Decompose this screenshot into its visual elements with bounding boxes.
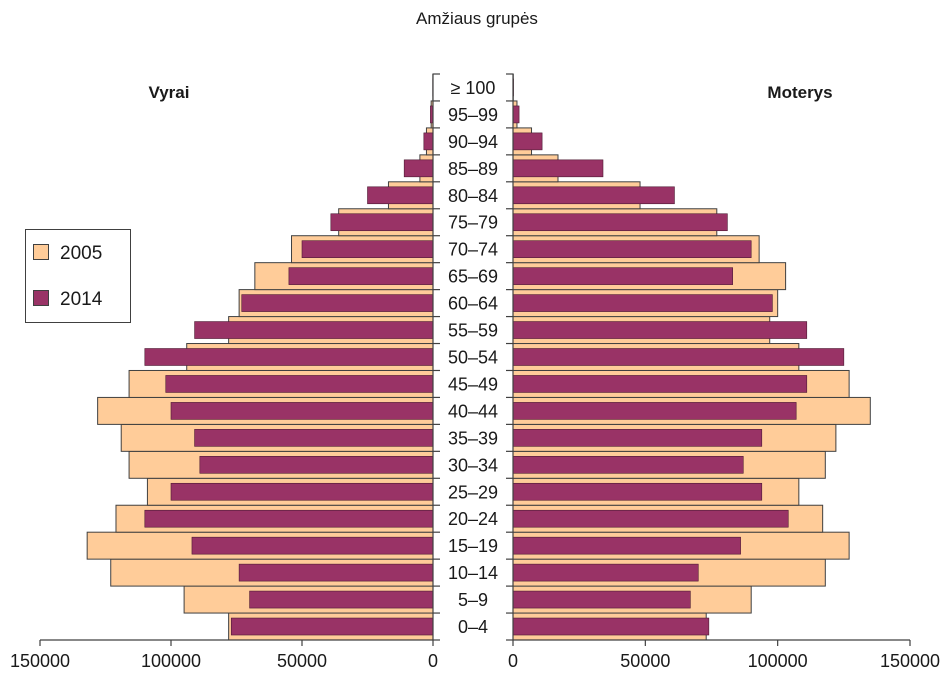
bar-vyrai-2014-15-19 <box>191 536 434 555</box>
age-label-55-59: 55–59 <box>448 321 498 341</box>
bar-moterys-2014-15-19 <box>512 536 741 555</box>
right-x-tick-label: 0 <box>508 651 518 671</box>
legend-swatch-2014 <box>33 290 49 306</box>
bar-vyrai-2014-70-74 <box>301 240 434 258</box>
right-bars <box>512 73 871 641</box>
age-label-5-9: 5–9 <box>458 590 488 610</box>
age-group-labels: 0–4 5–9 10–14 15–19 20–24 25–29 30–34 35–39 40–4… <box>448 78 498 637</box>
age-label-50-54: 50–54 <box>448 348 498 368</box>
bar-moterys-2014-35-39 <box>512 429 763 447</box>
bar-vyrai-2014-90-94 <box>423 132 434 151</box>
age-label-70-74: 70–74 <box>448 240 498 260</box>
age-label-0-4: 0–4 <box>458 617 488 637</box>
bar-vyrai-2014-35-39 <box>194 429 434 447</box>
legend: 2005 2014 <box>25 229 131 323</box>
bar-vyrai-2014-25-29 <box>170 482 434 501</box>
age-label-15-19: 15–19 <box>448 536 498 556</box>
right-x-tick-label: 150000 <box>880 651 940 671</box>
bar-moterys-2014-55-59 <box>512 321 808 339</box>
left-x-tick-label: 150000 <box>10 651 70 671</box>
right-panel-label: Moterys <box>767 83 832 102</box>
bar-vyrai-2014-40-44 <box>170 402 434 420</box>
x-tick-labels: 0 0 50000 50000 100000 100000 150000 150000 <box>10 651 940 671</box>
bar-moterys-2014-50-54 <box>512 348 845 366</box>
right-x-tick-label: 100000 <box>748 651 808 671</box>
bar-vyrai-2014-65-69 <box>288 267 434 285</box>
age-label-20-24: 20–24 <box>448 509 498 529</box>
bar-moterys-2014-25-29 <box>512 482 763 501</box>
bar-moterys-2014-90-94 <box>512 132 543 151</box>
bar-moterys-2014-30-34 <box>512 456 744 474</box>
bar-vyrai-2014-45-49 <box>165 375 434 393</box>
bar-moterys-2014-65-69 <box>512 267 733 285</box>
age-label-85-89: 85–89 <box>448 159 498 179</box>
legend-label-2014: 2014 <box>60 289 103 310</box>
age-label-30-34: 30–34 <box>448 455 498 475</box>
bar-vyrai-2014-5-9 <box>249 590 434 609</box>
bar-vyrai-2014-30-34 <box>199 456 434 474</box>
age-label-65-69: 65–69 <box>448 267 498 287</box>
age-label-40-44: 40–44 <box>448 401 498 421</box>
left-x-tick-label: 100000 <box>141 651 201 671</box>
bar-moterys-2014-45-49 <box>512 375 808 393</box>
right-x-tick-label: 50000 <box>620 651 670 671</box>
age-label-35-39: 35–39 <box>448 428 498 448</box>
bar-moterys-2014-85-89 <box>512 159 604 178</box>
age-label-10-14: 10–14 <box>448 563 498 583</box>
bar-moterys-2014-0-4 <box>512 617 710 636</box>
left-bars <box>86 73 434 641</box>
age-label-90-94: 90–94 <box>448 132 498 152</box>
bar-moterys-2014-60-64 <box>512 294 773 312</box>
axes <box>39 73 911 646</box>
bar-vyrai-2014-80-84 <box>367 186 434 205</box>
bar-moterys-2014-75-79 <box>512 213 728 232</box>
bar-vyrai-2014-20-24 <box>144 509 434 528</box>
left-x-tick-label: 50000 <box>277 651 327 671</box>
left-panel-label: Vyrai <box>149 83 190 102</box>
bar-vyrai-2014-0-4 <box>230 617 434 636</box>
age-label-60-64: 60–64 <box>448 294 498 314</box>
bar-moterys-2014-80-84 <box>512 186 675 205</box>
legend-swatch-2005 <box>33 244 49 260</box>
age-label-ge-100: ≥ 100 <box>451 78 496 98</box>
age-label-75-79: 75–79 <box>448 213 498 233</box>
bar-moterys-2014-95-99 <box>512 105 520 124</box>
chart-title: Amžiaus grupės <box>416 9 538 28</box>
bar-vyrai-2014-60-64 <box>241 294 434 312</box>
bar-moterys-2014-20-24 <box>512 509 789 528</box>
bar-vyrai-2014-85-89 <box>403 159 434 178</box>
bar-moterys-2014-10-14 <box>512 563 699 582</box>
bar-moterys-2014-5-9 <box>512 590 691 609</box>
bar-vyrai-2014-50-54 <box>144 348 434 366</box>
age-label-80-84: 80–84 <box>448 186 498 206</box>
legend-label-2005: 2005 <box>60 243 102 264</box>
bar-moterys-2014-40-44 <box>512 402 797 420</box>
bar-vyrai-2014-75-79 <box>330 213 434 232</box>
age-label-45-49: 45–49 <box>448 374 498 394</box>
bar-moterys-2014-70-74 <box>512 240 752 258</box>
bar-vyrai-2014-10-14 <box>238 563 434 582</box>
age-label-95-99: 95–99 <box>448 105 498 125</box>
age-label-25-29: 25–29 <box>448 482 498 502</box>
left-x-tick-label: 0 <box>428 651 438 671</box>
bar-vyrai-2014-55-59 <box>194 321 434 339</box>
